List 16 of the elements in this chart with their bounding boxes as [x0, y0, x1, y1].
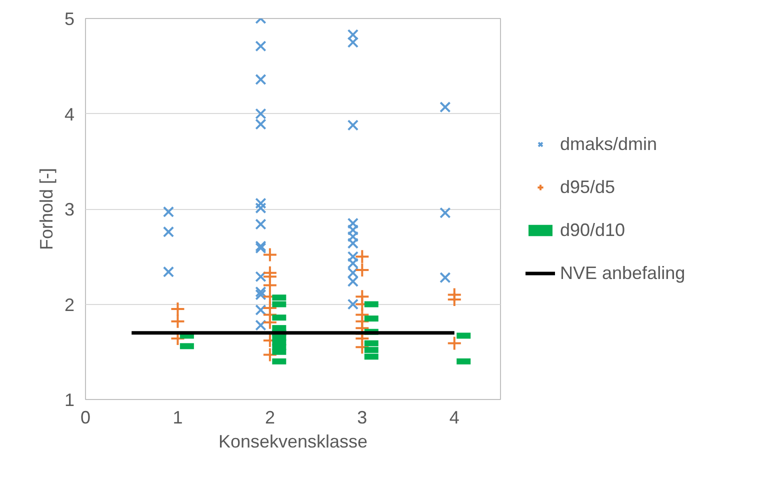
- y-tick-label: 1: [64, 390, 75, 410]
- legend-label: NVE anbefaling: [560, 262, 686, 284]
- x-tick-label: 1: [172, 408, 183, 428]
- x-tick-label: 3: [357, 408, 368, 428]
- legend-label: d95/d5: [560, 176, 616, 198]
- x-axis-title: Konsekvensklasse: [218, 432, 368, 452]
- x-tick-label: 2: [264, 408, 275, 428]
- y-tick-label: 3: [64, 200, 75, 220]
- legend-label: dmaks/dmin: [560, 134, 658, 154]
- x-tick-label: 4: [449, 408, 460, 428]
- x-tick-label: 0: [80, 408, 91, 428]
- y-tick-label: 4: [64, 104, 75, 124]
- legend-label: d90/d10: [560, 220, 626, 240]
- y-tick-label: 2: [64, 294, 75, 315]
- y-axis-title: Forhold [-]: [36, 168, 56, 250]
- y-tick-label: 5: [64, 9, 75, 29]
